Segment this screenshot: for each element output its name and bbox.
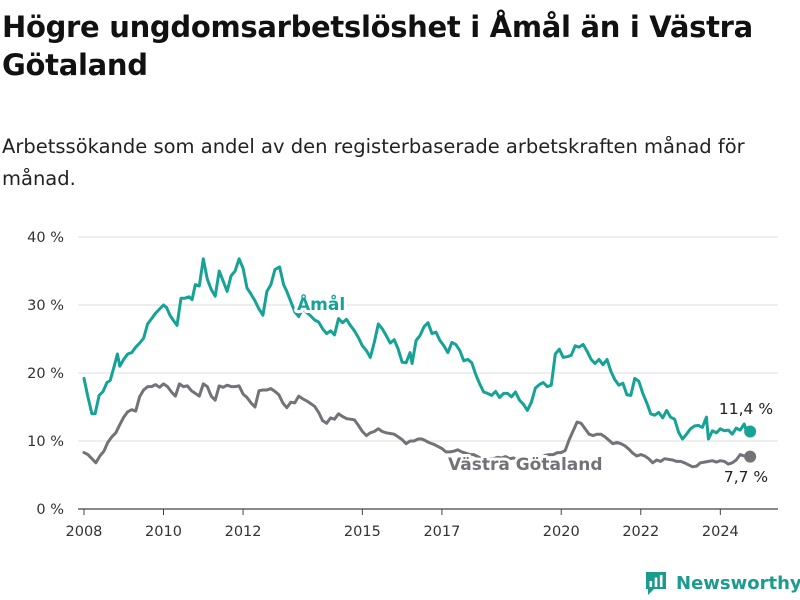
x-tick-label: 2012 <box>225 524 262 540</box>
y-tick-label: 0 % <box>36 502 64 518</box>
x-tick-label: 2020 <box>543 524 580 540</box>
y-tick-label: 10 % <box>27 434 64 450</box>
series-name-label-amal: Åmål <box>297 292 345 315</box>
series-end-value-label-amal: 11,4 % <box>719 400 773 418</box>
x-tick-label: 2010 <box>145 524 182 540</box>
x-tick-label: 2017 <box>423 524 460 540</box>
x-tick-label: 2024 <box>702 524 739 540</box>
brand-logo: Newsworthy <box>644 568 800 598</box>
y-tick-label: 40 % <box>27 230 64 246</box>
y-tick-label: 30 % <box>27 298 64 314</box>
x-tick-label: 2015 <box>344 524 381 540</box>
newsworthy-logo-icon <box>646 572 666 595</box>
series-end-value-label-vg: 7,7 % <box>724 468 768 486</box>
series-name-label-vg: Västra Götaland <box>448 455 603 475</box>
y-tick-label: 20 % <box>27 366 64 382</box>
x-tick-label: 2008 <box>66 524 103 540</box>
chart-subtitle: Arbetssökande som andel av den registerb… <box>2 135 745 190</box>
x-tick-label: 2022 <box>622 524 659 540</box>
series-line-vg <box>82 382 752 469</box>
chart-title: Högre ungdomsarbetslöshet i Åmål än i Vä… <box>2 10 753 82</box>
series-end-marker-amal <box>744 425 757 438</box>
brand-name: Newsworthy <box>676 572 800 594</box>
series-line-amal <box>82 257 752 441</box>
series-end-marker-vg <box>744 450 757 463</box>
series-name-halo: Västra Götaland <box>448 455 603 475</box>
